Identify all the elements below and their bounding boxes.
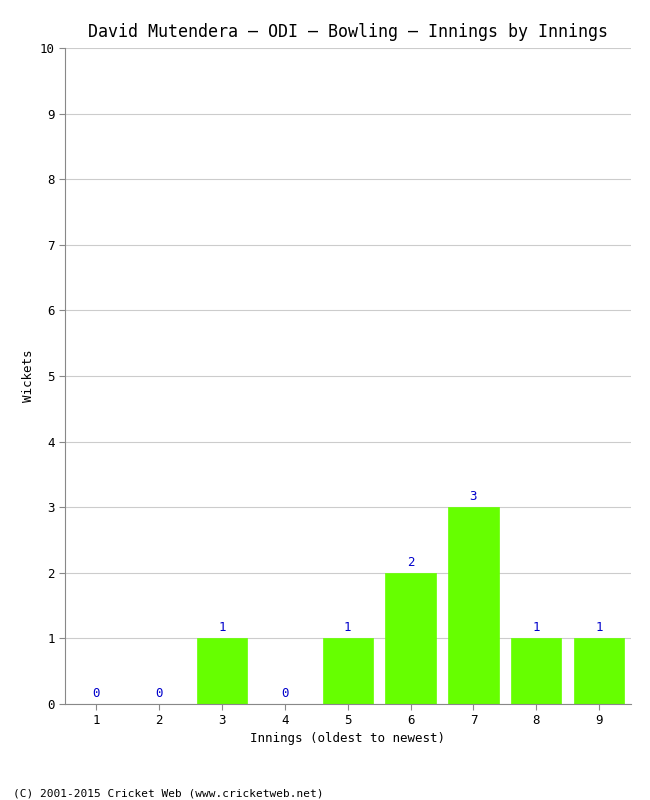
Text: 3: 3 <box>470 490 477 503</box>
Text: 0: 0 <box>281 687 289 700</box>
Bar <box>448 507 499 704</box>
Text: (C) 2001-2015 Cricket Web (www.cricketweb.net): (C) 2001-2015 Cricket Web (www.cricketwe… <box>13 788 324 798</box>
X-axis label: Innings (oldest to newest): Innings (oldest to newest) <box>250 731 445 745</box>
Bar <box>385 573 436 704</box>
Text: 1: 1 <box>344 622 352 634</box>
Title: David Mutendera – ODI – Bowling – Innings by Innings: David Mutendera – ODI – Bowling – Inning… <box>88 23 608 41</box>
Bar <box>322 638 373 704</box>
Text: 1: 1 <box>218 622 226 634</box>
Text: 0: 0 <box>155 687 163 700</box>
Text: 2: 2 <box>407 556 414 569</box>
Bar <box>197 638 247 704</box>
Bar <box>574 638 624 704</box>
Text: 0: 0 <box>93 687 100 700</box>
Text: 1: 1 <box>595 622 603 634</box>
Bar <box>511 638 562 704</box>
Text: 1: 1 <box>532 622 540 634</box>
Y-axis label: Wickets: Wickets <box>22 350 35 402</box>
